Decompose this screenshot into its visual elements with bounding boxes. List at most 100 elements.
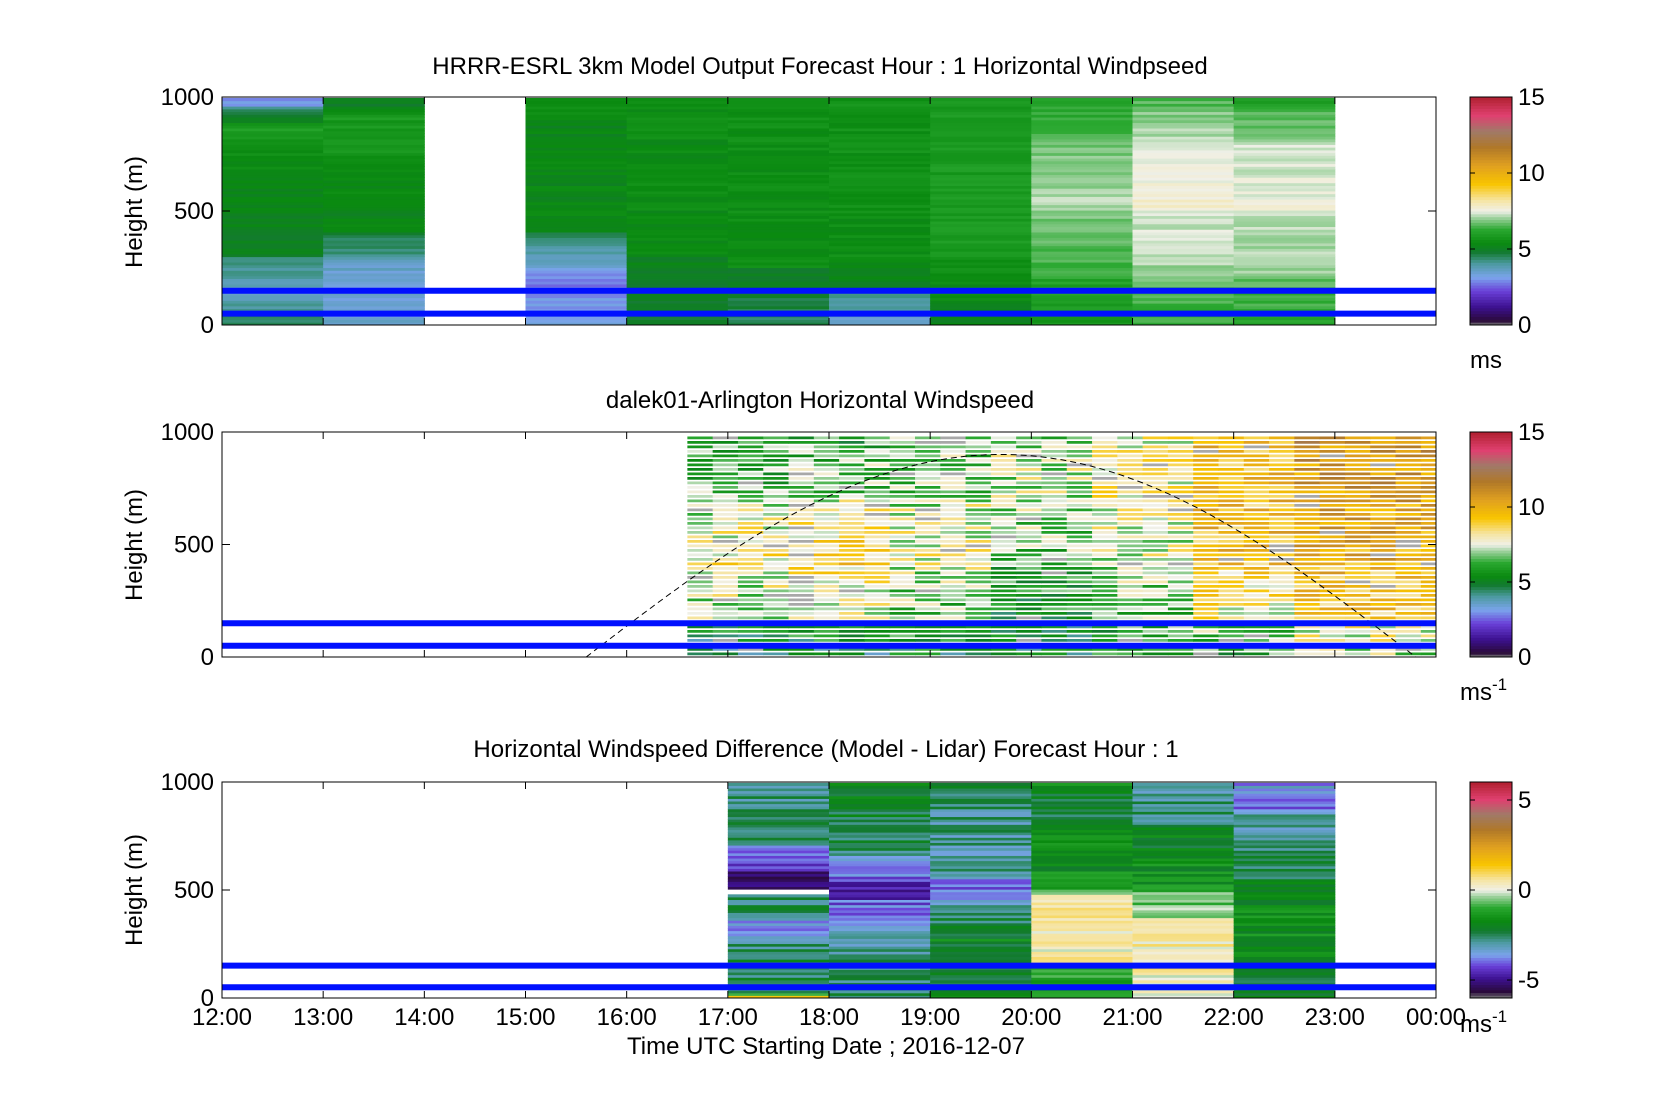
heatmap-cell <box>1233 982 1336 986</box>
heatmap-cell <box>1132 138 1235 143</box>
heatmap-cell <box>1233 106 1336 110</box>
colorbar-segment <box>1470 457 1512 461</box>
heatmap-cell <box>1016 504 1042 507</box>
heatmap-cell <box>1420 522 1436 525</box>
heatmap-cell <box>930 894 1032 898</box>
heatmap-cell <box>1092 522 1118 525</box>
heatmap-cell <box>525 231 628 236</box>
heatmap-cell <box>525 264 628 269</box>
heatmap-cell <box>525 182 628 186</box>
heatmap-cell <box>1193 445 1219 449</box>
heatmap-cell <box>525 155 628 159</box>
heatmap-cell <box>930 196 1032 200</box>
heatmap-cell <box>1193 558 1219 561</box>
heatmap-cell <box>1117 634 1144 638</box>
heatmap-cell <box>1233 896 1336 901</box>
heatmap-cell <box>839 472 865 476</box>
heatmap-cell <box>914 517 941 521</box>
heatmap-cell <box>1132 196 1235 200</box>
heatmap-cell <box>930 842 1032 846</box>
heatmap-cell <box>1167 513 1194 516</box>
heatmap-cell <box>1395 522 1422 525</box>
heatmap-cell <box>930 943 1032 947</box>
heatmap-cell <box>1132 144 1235 148</box>
heatmap-cell <box>525 166 628 170</box>
heatmap-cell <box>1294 544 1321 548</box>
heatmap-cell <box>1319 639 1346 642</box>
heatmap-cell <box>1016 468 1042 471</box>
heatmap-cell <box>763 576 790 579</box>
colorbar-segment <box>1470 811 1512 815</box>
heatmap-cell <box>1016 553 1042 557</box>
heatmap-cell <box>1233 138 1336 143</box>
heatmap-cell <box>1294 652 1321 656</box>
heatmap-cell <box>813 594 840 597</box>
heatmap-cell <box>1142 580 1169 584</box>
heatmap-cell <box>930 806 1032 810</box>
heatmap-cell <box>1218 508 1245 512</box>
heatmap-cell <box>1117 508 1144 512</box>
heatmap-cell <box>930 207 1032 211</box>
heatmap-cell <box>1117 594 1144 597</box>
heatmap-cell <box>1142 490 1169 494</box>
heatmap-cell <box>864 441 891 444</box>
heatmap-cell <box>930 152 1032 156</box>
heatmap-cell <box>1132 878 1235 882</box>
heatmap-cell <box>930 839 1032 843</box>
heatmap-cell <box>687 567 714 570</box>
heatmap-cell <box>763 589 790 593</box>
heatmap-cell <box>1233 316 1336 321</box>
heatmap-cell <box>965 648 992 651</box>
heatmap-cell <box>1233 959 1336 963</box>
heatmap-cell <box>222 303 324 307</box>
heatmap-cell <box>1031 111 1133 115</box>
heatmap-cell <box>864 531 891 534</box>
heatmap-cell <box>1269 436 1295 440</box>
heatmap-cell <box>727 813 830 818</box>
heatmap-cell <box>1233 322 1336 325</box>
heatmap-cell <box>727 103 830 107</box>
colorbar-segment <box>1470 911 1512 915</box>
heatmap-cell <box>222 234 324 238</box>
heatmap-cell <box>1395 486 1422 489</box>
heatmap-cell <box>864 634 891 638</box>
heatmap-cell <box>1370 513 1397 516</box>
heatmap-cell <box>525 294 628 299</box>
heatmap-cell <box>965 531 992 534</box>
heatmap-cell <box>525 133 628 137</box>
heatmap-cell <box>222 283 324 288</box>
heatmap-cell <box>1294 477 1321 480</box>
heatmap-cell <box>1167 526 1194 530</box>
heatmap-cell <box>1193 441 1219 444</box>
heatmap-cell <box>930 969 1032 973</box>
heatmap-cell <box>222 294 324 299</box>
heatmap-cell <box>525 174 628 178</box>
heatmap-cell <box>687 454 714 458</box>
heatmap-cell <box>965 499 992 503</box>
heatmap-cell <box>889 580 916 584</box>
heatmap-cell <box>1031 319 1133 323</box>
heatmap-cell <box>839 589 865 593</box>
heatmap-cell <box>727 902 830 906</box>
heatmap-cell <box>1370 477 1397 480</box>
heatmap-cell <box>829 136 931 140</box>
heatmap-cell <box>1142 571 1169 575</box>
colorbar-segment <box>1470 892 1512 896</box>
heatmap-cell <box>1218 454 1245 458</box>
heatmap-cell <box>1344 454 1371 458</box>
heatmap-cell <box>1395 535 1422 539</box>
heatmap-cell <box>965 477 992 480</box>
heatmap-cell <box>1420 562 1436 566</box>
heatmap-cell <box>525 262 628 266</box>
heatmap-cell <box>1117 576 1144 579</box>
heatmap-cell <box>763 499 790 503</box>
heatmap-cell <box>1233 788 1336 792</box>
heatmap-cell <box>829 850 931 854</box>
heatmap-cell <box>727 193 830 197</box>
heatmap-cell <box>1319 441 1346 444</box>
heatmap-cell <box>1031 270 1133 274</box>
x-axis-label: Time UTC Starting Date ; 2016-12-07 <box>627 1033 1025 1060</box>
colorbar-segment <box>1470 205 1512 209</box>
heatmap-cell <box>788 612 815 615</box>
heatmap-cell <box>1395 630 1422 633</box>
